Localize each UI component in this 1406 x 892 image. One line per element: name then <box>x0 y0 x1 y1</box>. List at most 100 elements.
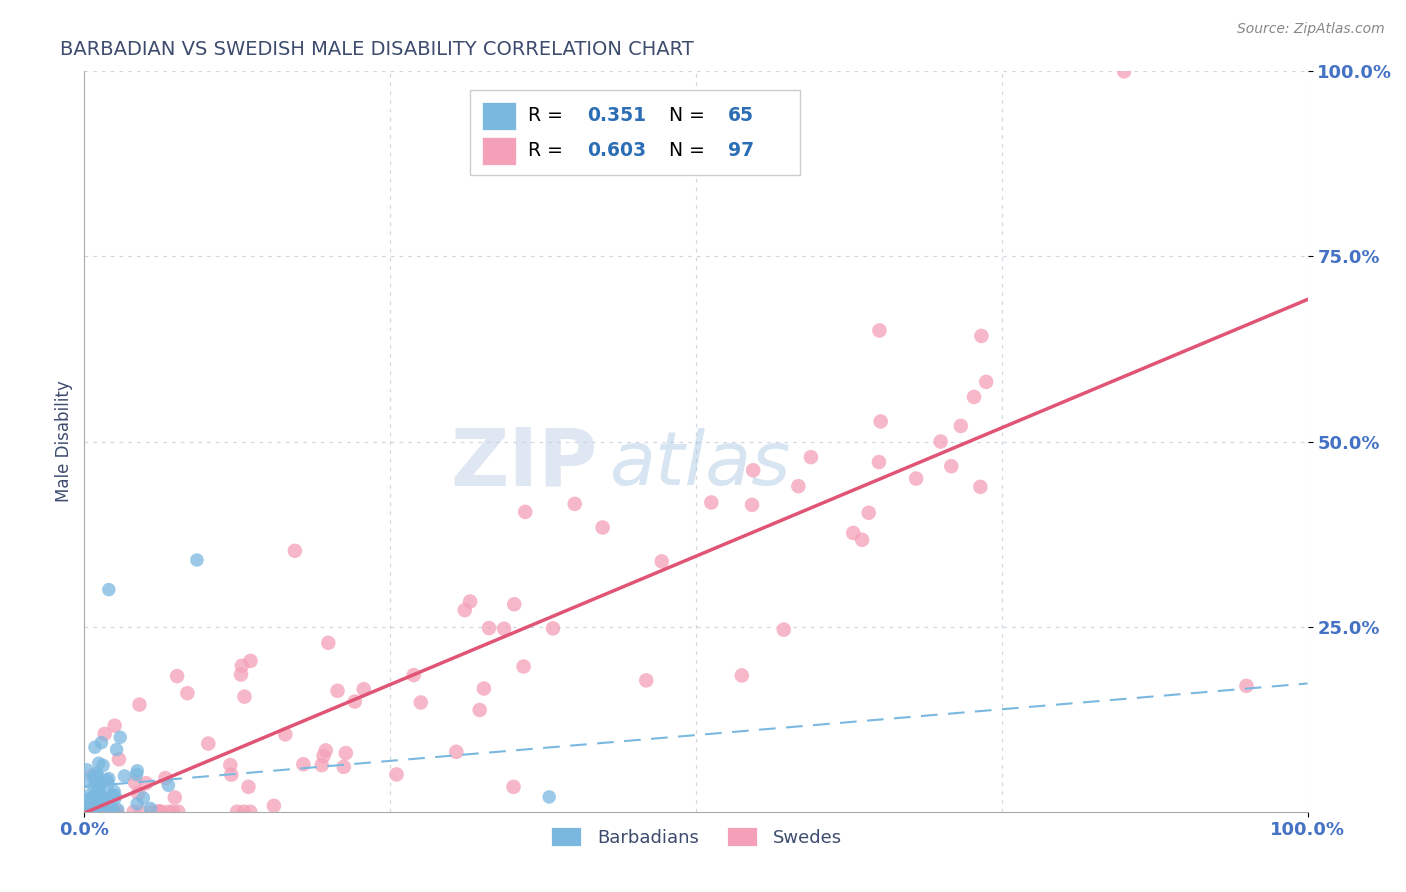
Point <box>1236 679 1258 693</box>
Point <box>219 758 242 772</box>
Point <box>332 760 354 774</box>
Point <box>82 768 104 782</box>
Point <box>97 777 120 791</box>
Point <box>91 805 114 819</box>
Text: Source: ZipAtlas.com: Source: ZipAtlas.com <box>1237 22 1385 37</box>
Point <box>149 805 172 819</box>
Point <box>97 582 120 597</box>
Point <box>409 696 432 710</box>
Point <box>79 801 101 815</box>
Point <box>105 805 128 819</box>
Point <box>274 727 297 741</box>
Point <box>135 776 157 790</box>
Point <box>86 790 108 805</box>
Point <box>101 788 124 802</box>
Point <box>162 805 184 819</box>
Text: R =: R = <box>529 141 569 160</box>
Point <box>89 785 111 799</box>
Point <box>186 553 208 567</box>
Point <box>127 786 149 800</box>
Text: BARBADIAN VS SWEDISH MALE DISABILITY CORRELATION CHART: BARBADIAN VS SWEDISH MALE DISABILITY COR… <box>60 39 693 59</box>
Point <box>312 748 335 763</box>
Point <box>197 737 219 751</box>
Point <box>87 794 110 808</box>
Point <box>80 790 103 805</box>
Point <box>76 800 98 814</box>
Point <box>974 375 997 389</box>
Text: R =: R = <box>529 106 569 125</box>
Point <box>132 791 155 805</box>
Point <box>83 801 105 815</box>
Point <box>929 434 952 449</box>
Point <box>731 668 754 682</box>
Point <box>91 758 114 772</box>
Y-axis label: Male Disability: Male Disability <box>55 381 73 502</box>
Point <box>503 597 526 611</box>
Point <box>636 673 658 688</box>
Point <box>800 450 823 465</box>
Point <box>651 554 673 568</box>
Point <box>231 658 253 673</box>
Point <box>353 682 375 697</box>
Point <box>80 797 103 811</box>
Point <box>176 686 198 700</box>
Point <box>742 463 765 477</box>
FancyBboxPatch shape <box>470 90 800 175</box>
Point <box>564 497 586 511</box>
Point <box>326 683 349 698</box>
Legend: Barbadians, Swedes: Barbadians, Swedes <box>543 819 849 855</box>
Text: 0.603: 0.603 <box>588 141 647 160</box>
Point <box>79 789 101 803</box>
Point <box>869 324 891 338</box>
Point <box>263 798 285 813</box>
Point <box>87 780 110 795</box>
Point <box>83 769 105 783</box>
Point <box>157 805 180 819</box>
Point <box>226 805 249 819</box>
Point <box>89 779 111 793</box>
Point <box>146 805 169 819</box>
Point <box>76 763 98 777</box>
Point <box>163 790 186 805</box>
Point <box>149 805 172 819</box>
Point <box>96 772 118 787</box>
Point <box>949 418 972 433</box>
Point <box>139 801 162 815</box>
Point <box>700 495 723 509</box>
Point <box>91 797 114 812</box>
Point <box>969 480 991 494</box>
Point <box>91 795 114 809</box>
Point <box>166 669 188 683</box>
Point <box>112 769 135 783</box>
Point <box>98 798 121 813</box>
Point <box>141 805 163 819</box>
Point <box>86 777 108 791</box>
Point <box>239 654 262 668</box>
Point <box>77 792 100 806</box>
Point <box>148 805 170 819</box>
Point <box>335 746 357 760</box>
Point <box>101 803 124 817</box>
Point <box>97 772 120 786</box>
Point <box>104 791 127 805</box>
Point <box>502 780 524 794</box>
Point <box>239 805 262 819</box>
Point <box>107 803 129 817</box>
Point <box>80 805 103 819</box>
Point <box>89 791 111 805</box>
Point <box>105 742 128 756</box>
Point <box>83 805 105 819</box>
Point <box>284 544 307 558</box>
Point <box>515 505 537 519</box>
Point <box>90 803 112 817</box>
Point <box>93 789 115 804</box>
Point <box>538 789 561 804</box>
Point <box>238 780 260 794</box>
Point <box>869 414 891 428</box>
Point <box>970 329 993 343</box>
Point <box>108 731 131 745</box>
Bar <box>482 136 516 165</box>
Point <box>122 805 145 819</box>
Point <box>772 623 794 637</box>
Point <box>80 797 103 812</box>
